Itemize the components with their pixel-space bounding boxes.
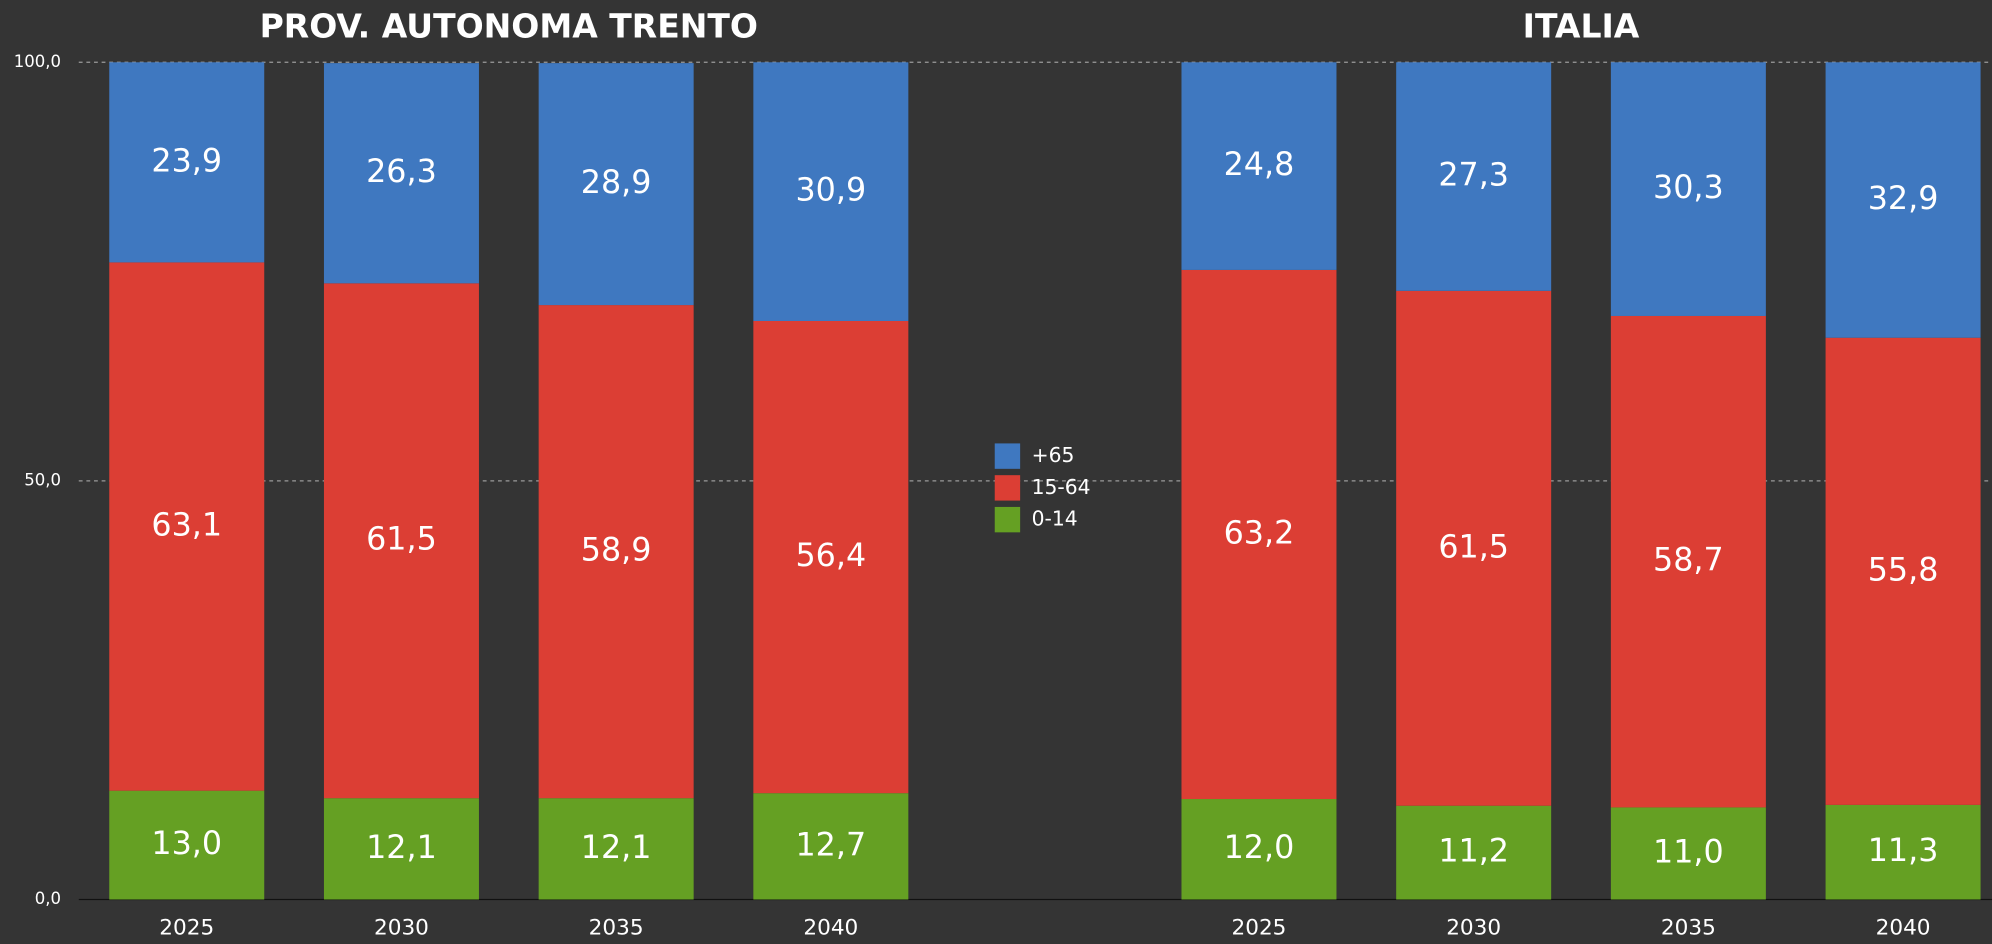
data-label: 28,9 xyxy=(581,165,652,201)
data-label: 12,1 xyxy=(366,830,437,866)
data-label: 63,2 xyxy=(1224,515,1295,551)
data-label: 12,1 xyxy=(581,830,652,866)
bar-segment xyxy=(1610,62,1766,316)
y-tick-label: 50,0 xyxy=(24,470,61,489)
x-tick-label: 2040 xyxy=(803,916,858,941)
bar-segment xyxy=(1181,62,1337,270)
bar-segment xyxy=(538,63,694,306)
bar-segment xyxy=(538,305,694,799)
data-label: 13,0 xyxy=(151,826,222,862)
data-label: 30,9 xyxy=(795,173,866,209)
data-label: 55,8 xyxy=(1868,552,1939,588)
bar-segment xyxy=(109,262,265,791)
bar-segment xyxy=(1181,799,1337,900)
y-tick-label: 100,0 xyxy=(14,52,61,71)
data-label: 58,7 xyxy=(1653,543,1724,579)
data-label: 30,3 xyxy=(1653,170,1724,206)
data-label: 12,7 xyxy=(795,827,866,863)
data-label: 26,3 xyxy=(366,154,437,190)
bar-segment xyxy=(109,790,265,900)
bar-segment xyxy=(753,320,909,794)
x-tick-label: 2035 xyxy=(589,916,644,941)
bar-segment xyxy=(1181,269,1337,800)
bar-segment xyxy=(1825,804,1981,900)
x-tick-label: 2040 xyxy=(1876,916,1931,941)
data-label: 27,3 xyxy=(1438,158,1509,194)
bar-segment xyxy=(538,798,694,900)
data-label: 11,2 xyxy=(1438,834,1509,870)
y-tick-label: 0,0 xyxy=(35,889,61,908)
bar-segment xyxy=(1396,290,1552,806)
group-title: PROV. AUTONOMA TRENTO xyxy=(260,6,758,45)
data-label: 23,9 xyxy=(151,143,222,179)
x-tick-label: 2035 xyxy=(1661,916,1716,941)
bar-segment xyxy=(753,62,909,321)
legend-swatch xyxy=(994,475,1021,501)
bar-segment xyxy=(323,63,479,284)
legend-label: 15-64 xyxy=(1032,475,1091,499)
bar-segment xyxy=(1610,315,1766,808)
data-label: 63,1 xyxy=(151,508,222,544)
data-label: 11,0 xyxy=(1653,834,1724,870)
data-label: 61,5 xyxy=(1438,529,1509,565)
data-label: 58,9 xyxy=(581,533,652,569)
bar-segment xyxy=(1610,807,1766,900)
bar-segment xyxy=(323,283,479,799)
data-label: 56,4 xyxy=(795,538,866,574)
data-label: 61,5 xyxy=(366,522,437,558)
legend-swatch xyxy=(994,443,1021,469)
data-label: 24,8 xyxy=(1224,147,1295,183)
bar-segment xyxy=(1396,62,1552,291)
bar-segment xyxy=(753,793,909,900)
x-tick-label: 2030 xyxy=(374,916,429,941)
bar-segment xyxy=(1396,805,1552,900)
group-title: ITALIA xyxy=(1523,6,1640,45)
bar-segment xyxy=(1825,62,1981,338)
legend-label: 0-14 xyxy=(1032,507,1078,531)
data-label: 32,9 xyxy=(1868,181,1939,217)
bar-segment xyxy=(1825,337,1981,805)
data-label: 11,3 xyxy=(1868,833,1939,869)
x-tick-label: 2025 xyxy=(159,916,214,941)
x-tick-label: 2025 xyxy=(1232,916,1287,941)
data-label: 12,0 xyxy=(1224,830,1295,866)
bar-segment xyxy=(109,62,265,263)
legend-swatch xyxy=(994,506,1021,533)
legend-label: +65 xyxy=(1032,443,1075,467)
x-tick-label: 2030 xyxy=(1446,916,1501,941)
bar-segment xyxy=(323,798,479,900)
